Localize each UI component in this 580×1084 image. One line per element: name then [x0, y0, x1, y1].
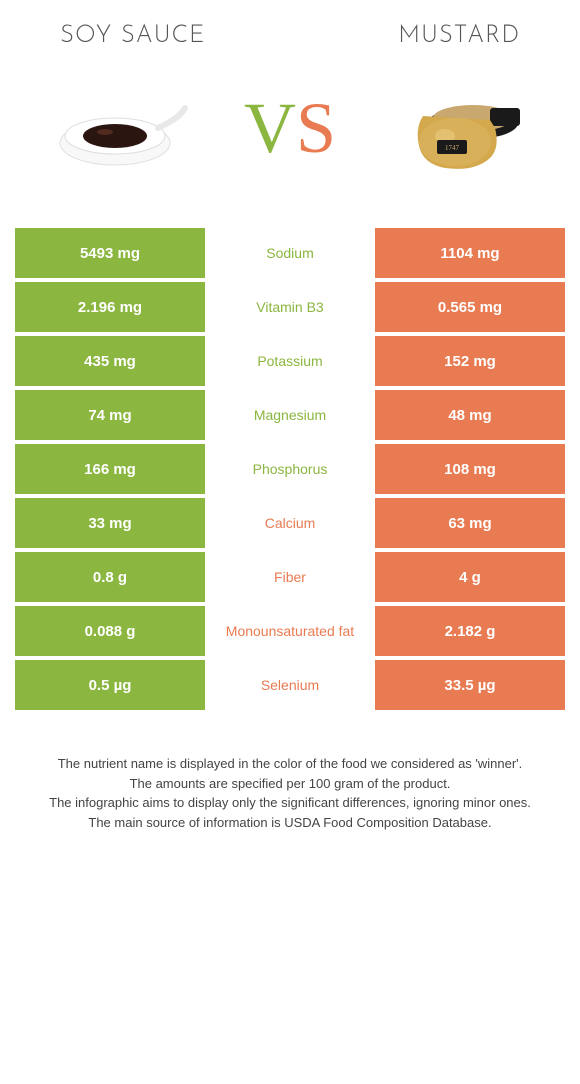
vs-v: V [244, 92, 296, 164]
right-value: 108 mg [375, 444, 565, 494]
nutrient-label: Potassium [205, 336, 375, 386]
right-value: 4 g [375, 552, 565, 602]
right-value: 2.182 g [375, 606, 565, 656]
table-row: 435 mgPotassium152 mg [15, 336, 565, 386]
right-value: 152 mg [375, 336, 565, 386]
nutrient-label: Selenium [205, 660, 375, 710]
table-row: 166 mgPhosphorus108 mg [15, 444, 565, 494]
left-value: 435 mg [15, 336, 205, 386]
left-value: 2.196 mg [15, 282, 205, 332]
table-row: 0.5 µgSelenium33.5 µg [15, 660, 565, 710]
svg-text:1747: 1747 [445, 144, 460, 152]
left-value: 166 mg [15, 444, 205, 494]
left-value: 0.8 g [15, 552, 205, 602]
right-value: 1104 mg [375, 228, 565, 278]
note-line: The amounts are specified per 100 gram o… [20, 774, 560, 794]
right-value: 48 mg [375, 390, 565, 440]
note-line: The main source of information is USDA F… [20, 813, 560, 833]
nutrient-label: Phosphorus [205, 444, 375, 494]
right-value: 63 mg [375, 498, 565, 548]
nutrient-label: Magnesium [205, 390, 375, 440]
left-value: 33 mg [15, 498, 205, 548]
nutrient-label: Calcium [205, 498, 375, 548]
footnotes: The nutrient name is displayed in the co… [0, 714, 580, 857]
nutrient-label: Monounsaturated fat [205, 606, 375, 656]
vs-s: S [296, 92, 336, 164]
right-food-title: Mustard [398, 24, 520, 48]
right-value: 0.565 mg [375, 282, 565, 332]
note-line: The nutrient name is displayed in the co… [20, 754, 560, 774]
left-value: 5493 mg [15, 228, 205, 278]
table-row: 0.8 gFiber4 g [15, 552, 565, 602]
hero-row: VS 1747 [0, 58, 580, 208]
mustard-image: 1747 [385, 68, 535, 188]
left-value: 74 mg [15, 390, 205, 440]
table-row: 0.088 gMonounsaturated fat2.182 g [15, 606, 565, 656]
left-value: 0.5 µg [15, 660, 205, 710]
note-line: The infographic aims to display only the… [20, 793, 560, 813]
vs-label: VS [244, 92, 336, 164]
left-value: 0.088 g [15, 606, 205, 656]
nutrient-label: Sodium [205, 228, 375, 278]
table-row: 5493 mgSodium1104 mg [15, 228, 565, 278]
table-row: 2.196 mgVitamin B30.565 mg [15, 282, 565, 332]
soy-sauce-image [45, 68, 195, 188]
nutrient-label: Vitamin B3 [205, 282, 375, 332]
comparison-table: 5493 mgSodium1104 mg2.196 mgVitamin B30.… [15, 228, 565, 710]
table-row: 33 mgCalcium63 mg [15, 498, 565, 548]
right-value: 33.5 µg [375, 660, 565, 710]
nutrient-label: Fiber [205, 552, 375, 602]
table-row: 74 mgMagnesium48 mg [15, 390, 565, 440]
header: Soy sauce Mustard [0, 0, 580, 58]
left-food-title: Soy sauce [60, 24, 205, 48]
